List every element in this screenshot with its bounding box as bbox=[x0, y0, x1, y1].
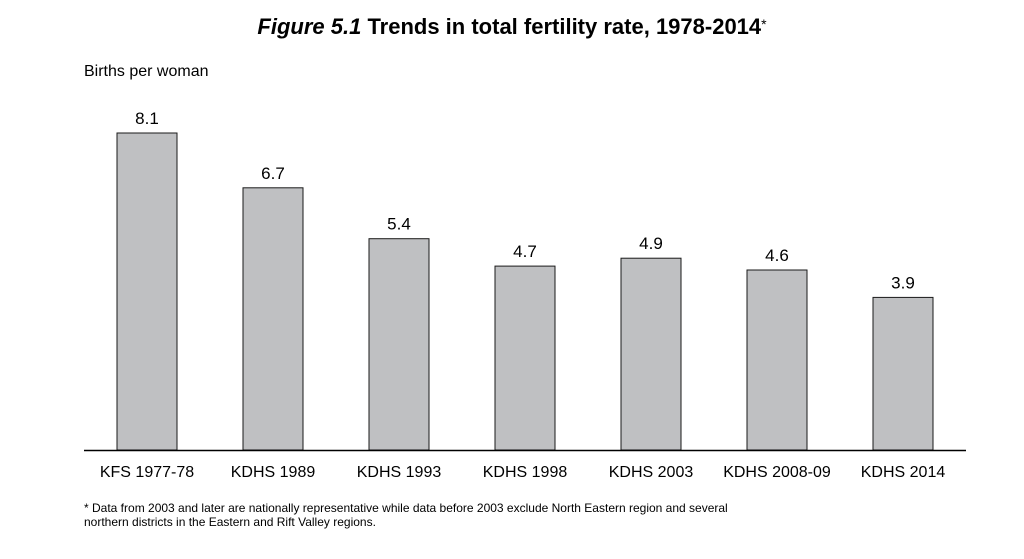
bar-chart: 8.1 KFS 1977-78 6.7 KDHS 1989 5.4 KDHS 1993 4.… bbox=[84, 109, 966, 481]
x-tick-label-1: KDHS 1989 bbox=[231, 464, 316, 481]
figure-label: Figure 5.1 bbox=[257, 14, 362, 39]
data-label-2: 5.4 bbox=[387, 215, 411, 234]
bar-6 bbox=[872, 296, 934, 451]
bar-5 bbox=[746, 269, 808, 451]
data-label-0: 8.1 bbox=[135, 109, 159, 128]
chart-title: Figure 5.1 Trends in total fertility rat… bbox=[0, 14, 1024, 40]
x-tick-label-2: KDHS 1993 bbox=[357, 464, 442, 481]
bar-3 bbox=[494, 265, 556, 451]
data-label-3: 4.7 bbox=[513, 242, 537, 261]
data-label-4: 4.9 bbox=[639, 234, 663, 253]
x-tick-label-3: KDHS 1998 bbox=[483, 464, 568, 481]
data-label-6: 3.9 bbox=[891, 273, 915, 292]
footnote: * Data from 2003 and later are nationall… bbox=[84, 501, 728, 529]
x-tick-label-0: KFS 1977-78 bbox=[100, 464, 194, 481]
title-footnote-marker: * bbox=[761, 16, 767, 32]
x-tick-label-5: KDHS 2008-09 bbox=[723, 464, 831, 481]
bar-2 bbox=[368, 238, 430, 451]
x-tick-label-6: KDHS 2014 bbox=[861, 464, 946, 481]
bar-4 bbox=[620, 257, 682, 451]
title-text: Trends in total fertility rate, 1978-201… bbox=[367, 14, 762, 39]
bar-1 bbox=[242, 187, 304, 451]
data-label-1: 6.7 bbox=[261, 164, 285, 183]
x-tick-label-4: KDHS 2003 bbox=[609, 464, 694, 481]
bar-0 bbox=[116, 132, 178, 451]
data-label-5: 4.6 bbox=[765, 246, 789, 265]
y-axis-label: Births per woman bbox=[84, 63, 209, 80]
